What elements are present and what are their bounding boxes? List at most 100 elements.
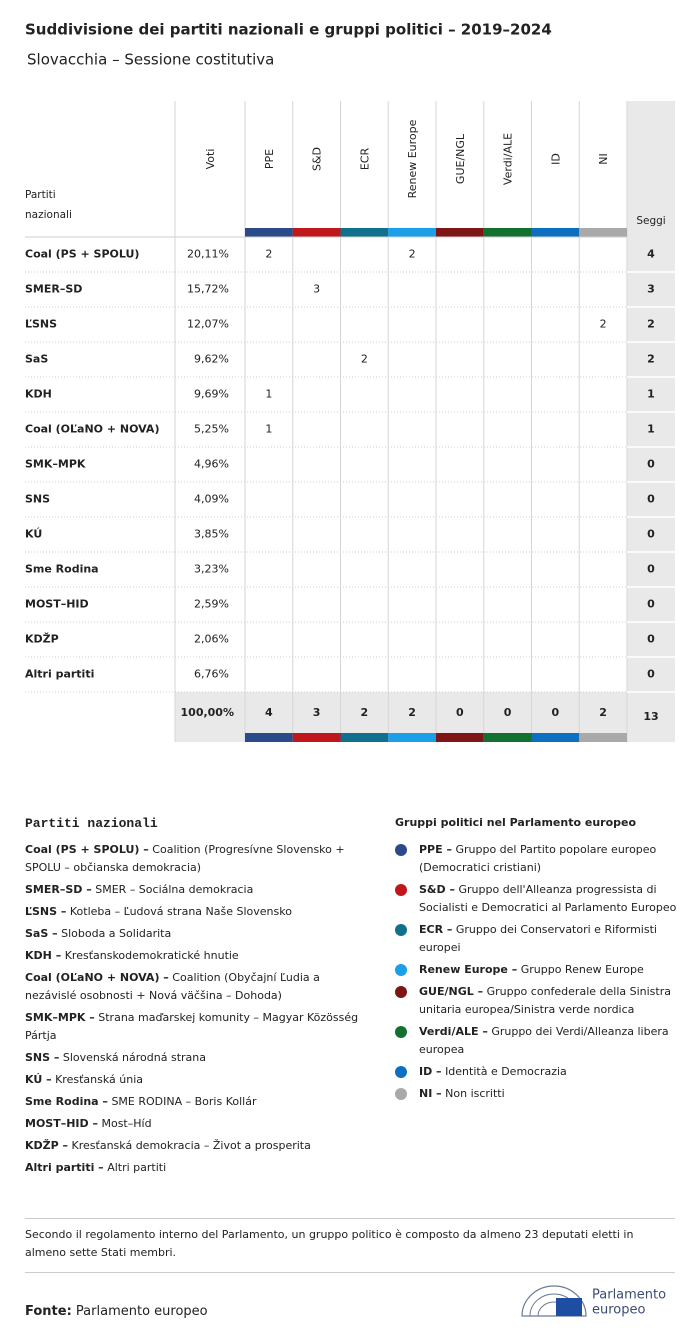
legend-abbr: NI – bbox=[419, 1087, 442, 1100]
votes-header: Voti bbox=[204, 149, 217, 170]
group-color-bar bbox=[388, 733, 436, 742]
group-color-bar bbox=[531, 228, 580, 237]
legend-dot bbox=[395, 1066, 407, 1078]
total-cell: 2 bbox=[408, 706, 416, 719]
legend-desc: Kotleba – Ľudová strana Naše Slovensko bbox=[69, 905, 292, 918]
source-text: Parlamento europeo bbox=[75, 1304, 208, 1319]
seats-cell: 1 bbox=[647, 388, 655, 401]
party-name: SMK–MPK bbox=[25, 458, 86, 471]
votes-cell: 2,59% bbox=[194, 598, 229, 611]
seats-cell: 1 bbox=[647, 423, 655, 436]
logo: Parlamento europeo bbox=[521, 1285, 666, 1318]
legend-abbr: ID – bbox=[419, 1065, 442, 1078]
seats-cell: 0 bbox=[647, 563, 655, 576]
total-cell: 2 bbox=[361, 706, 369, 719]
legend-abbr: MOST–HID – bbox=[25, 1117, 98, 1130]
votes-cell: 2,06% bbox=[194, 633, 229, 646]
title: Suddivisione dei partiti nazionali e gru… bbox=[25, 21, 552, 39]
party-name: SNS bbox=[25, 493, 50, 506]
group-color-bar bbox=[579, 228, 627, 237]
legend-abbr: KÚ – bbox=[25, 1073, 52, 1086]
legend-abbr: ĽSNS – bbox=[25, 905, 67, 918]
legend-abbr: SMER–SD – bbox=[25, 883, 92, 896]
seats-bg bbox=[627, 101, 675, 742]
party-header: Partiti nazionali bbox=[25, 189, 72, 221]
seats-cell: 3 bbox=[647, 283, 655, 296]
total-cell: 0 bbox=[552, 706, 560, 719]
legend-desc: Gruppo dell'Alleanza progressista di Soc… bbox=[419, 883, 677, 914]
group-color-bar bbox=[292, 733, 341, 742]
group-header: ECR bbox=[358, 148, 371, 171]
legend-desc: Kresťanská demokracia – Život a prosperi… bbox=[71, 1139, 311, 1152]
legend-item: NI – Non iscritti bbox=[395, 1085, 680, 1103]
legend-item: ID – Identità e Democrazia bbox=[395, 1063, 680, 1081]
legend-item: Renew Europe – Gruppo Renew Europe bbox=[395, 961, 680, 979]
legend-item: Sme Rodina – SME RODINA – Boris Kollár bbox=[25, 1093, 370, 1111]
seats-header: Seggi bbox=[636, 215, 665, 227]
legend-abbr: SaS – bbox=[25, 927, 58, 940]
group-header: PPE bbox=[263, 149, 276, 169]
legend-desc: Coalition (Obyčajní Ľudia a nezávislé os… bbox=[25, 971, 320, 1002]
legend-desc: SME RODINA – Boris Kollár bbox=[111, 1095, 257, 1108]
legend-abbr: Altri partiti – bbox=[25, 1161, 104, 1174]
legend-desc: SMER – Sociálna demokracia bbox=[95, 883, 254, 896]
total-cell: 4 bbox=[265, 706, 273, 719]
legend-desc: Gruppo dei Conservatori e Riformisti eur… bbox=[419, 923, 657, 954]
legend-parties-title: Partiti nazionali bbox=[25, 816, 158, 831]
votes-cell: 3,23% bbox=[194, 563, 229, 576]
legend-parties: Coal (PS + SPOLU) – Coalition (Progresív… bbox=[25, 841, 370, 1181]
legend-abbr: GUE/NGL – bbox=[419, 985, 484, 998]
seat-cell: 3 bbox=[313, 283, 320, 296]
legend-item: Coal (PS + SPOLU) – Coalition (Progresív… bbox=[25, 841, 370, 877]
table: Suddivisione dei partiti nazionali e gru… bbox=[25, 21, 675, 742]
legend-desc: Slovenská národná strana bbox=[62, 1051, 206, 1064]
group-color-bar bbox=[388, 228, 436, 237]
seats-cell: 0 bbox=[647, 528, 655, 541]
party-name: KDH bbox=[25, 388, 52, 401]
legend-abbr: SNS – bbox=[25, 1051, 60, 1064]
legend-desc: Sloboda a Solidarita bbox=[61, 927, 172, 940]
group-header: Verdi/ALE bbox=[502, 133, 515, 185]
legend-abbr: KDŽP – bbox=[25, 1139, 69, 1152]
legend-abbr: Coal (PS + SPOLU) – bbox=[25, 843, 149, 856]
legend-item: KDŽP – Kresťanská demokracia – Život a p… bbox=[25, 1137, 370, 1155]
legend-item: SNS – Slovenská národná strana bbox=[25, 1049, 370, 1067]
group-color-bar bbox=[436, 228, 484, 237]
party-name: ĽSNS bbox=[25, 318, 57, 331]
legend-abbr: ECR – bbox=[419, 923, 453, 936]
seats-cell: 0 bbox=[647, 598, 655, 611]
votes-cell: 6,76% bbox=[194, 668, 229, 681]
seats-cell: 0 bbox=[647, 668, 655, 681]
source-label: Fonte: bbox=[25, 1304, 72, 1319]
legend-dot bbox=[395, 964, 407, 976]
legend-desc: Gruppo dei Verdi/Alleanza libera europea bbox=[419, 1025, 669, 1056]
party-name: Sme Rodina bbox=[25, 563, 99, 576]
group-header: GUE/NGL bbox=[454, 133, 467, 184]
legend-desc: Most–Híd bbox=[101, 1117, 152, 1130]
legend-desc: Non iscritti bbox=[445, 1087, 505, 1100]
logo-text: Parlamento bbox=[592, 1288, 666, 1303]
group-color-bar bbox=[531, 733, 580, 742]
note: Secondo il regolamento interno del Parla… bbox=[25, 1218, 675, 1273]
group-header: ID bbox=[549, 153, 562, 165]
seats-cell: 0 bbox=[647, 493, 655, 506]
legend-item: S&D – Gruppo dell'Alleanza progressista … bbox=[395, 881, 680, 917]
legend-dot bbox=[395, 986, 407, 998]
legend-item: GUE/NGL – Gruppo confederale della Sinis… bbox=[395, 983, 680, 1019]
seats-cell: 0 bbox=[647, 633, 655, 646]
seat-cell: 1 bbox=[265, 388, 272, 401]
votes-cell: 15,72% bbox=[187, 283, 229, 296]
group-color-bar bbox=[579, 733, 627, 742]
legend-groups-title: Gruppi politici nel Parlamento europeo bbox=[395, 816, 637, 829]
votes-cell: 12,07% bbox=[187, 318, 229, 331]
group-header: NI bbox=[597, 153, 610, 164]
legend-desc: Gruppo Renew Europe bbox=[520, 963, 644, 976]
legend-item: KÚ – Kresťanská únia bbox=[25, 1071, 370, 1089]
legend-desc: Kresťanskodemokratické hnutie bbox=[64, 949, 239, 962]
legend-item: SaS – Sloboda a Solidarita bbox=[25, 925, 370, 943]
group-color-bar bbox=[292, 228, 341, 237]
group-color-bar bbox=[340, 733, 389, 742]
legend-desc: Identità e Democrazia bbox=[445, 1065, 567, 1078]
total-cell: 0 bbox=[504, 706, 512, 719]
